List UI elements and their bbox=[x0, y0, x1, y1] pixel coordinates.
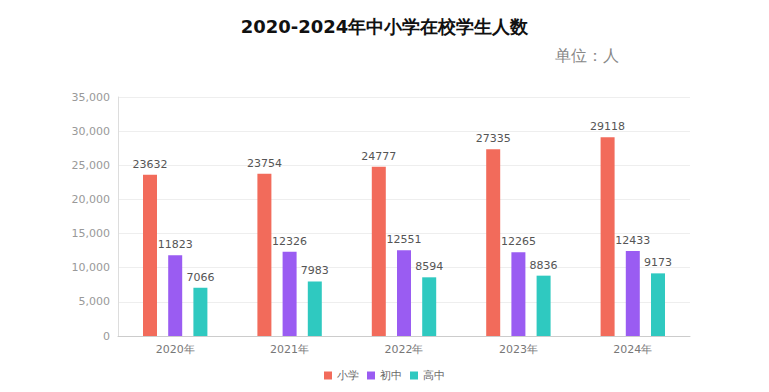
svg-text:8836: 8836 bbox=[530, 259, 558, 272]
svg-text:2023年: 2023年 bbox=[499, 343, 538, 356]
svg-text:2022年: 2022年 bbox=[385, 343, 424, 356]
svg-text:初中: 初中 bbox=[380, 369, 402, 382]
svg-text:2024年: 2024年 bbox=[613, 343, 652, 356]
svg-text:23632: 23632 bbox=[133, 158, 168, 171]
svg-text:2020-2024年中小学在校学生人数: 2020-2024年中小学在校学生人数 bbox=[241, 16, 530, 37]
svg-text:30,000: 30,000 bbox=[72, 125, 111, 138]
svg-text:2020年: 2020年 bbox=[156, 343, 195, 356]
svg-text:12433: 12433 bbox=[615, 234, 650, 247]
svg-text:7066: 7066 bbox=[186, 271, 214, 284]
svg-text:29118: 29118 bbox=[590, 120, 625, 133]
svg-text:20,000: 20,000 bbox=[72, 193, 111, 206]
svg-text:单位：人: 单位：人 bbox=[555, 46, 619, 65]
svg-text:15,000: 15,000 bbox=[72, 227, 111, 240]
svg-text:7983: 7983 bbox=[301, 264, 329, 277]
svg-text:12265: 12265 bbox=[501, 235, 536, 248]
svg-text:高中: 高中 bbox=[423, 369, 445, 382]
svg-text:2021年: 2021年 bbox=[270, 343, 309, 356]
svg-text:23754: 23754 bbox=[247, 157, 282, 170]
svg-text:25,000: 25,000 bbox=[72, 159, 111, 172]
svg-text:小学: 小学 bbox=[337, 369, 359, 382]
svg-text:35,000: 35,000 bbox=[72, 91, 111, 104]
svg-text:9173: 9173 bbox=[644, 256, 672, 269]
svg-text:24777: 24777 bbox=[361, 150, 396, 163]
svg-text:12551: 12551 bbox=[387, 233, 422, 246]
svg-text:10,000: 10,000 bbox=[72, 261, 111, 274]
svg-text:8594: 8594 bbox=[415, 260, 443, 273]
svg-text:11823: 11823 bbox=[158, 238, 193, 251]
svg-text:12326: 12326 bbox=[272, 235, 307, 248]
svg-text:27335: 27335 bbox=[476, 132, 511, 145]
svg-text:0: 0 bbox=[103, 330, 110, 343]
svg-text:5,000: 5,000 bbox=[79, 295, 111, 308]
